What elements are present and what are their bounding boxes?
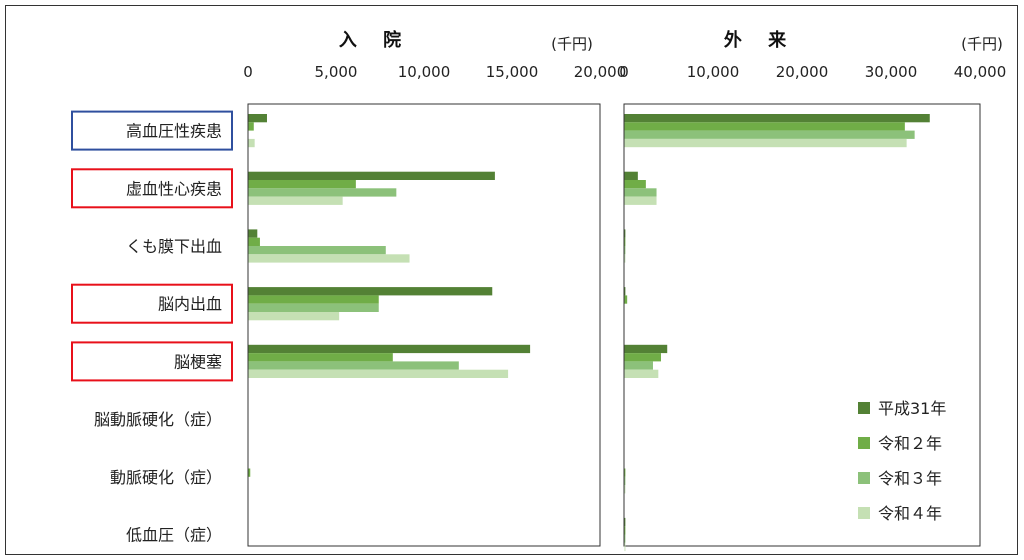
bar [624,476,626,486]
bar [248,246,386,255]
legend-label: 令和３年 [878,469,942,488]
plot-area [247,103,601,547]
x-tick-label: 30,000 [865,63,918,81]
x-tick-label: 20,000 [574,63,627,81]
bar [624,353,661,362]
bar [624,246,626,255]
x-tick-label: 10,000 [398,63,451,81]
bar [624,542,626,552]
bar [624,130,915,139]
bar [248,138,255,148]
bar [248,361,459,370]
bar [624,526,626,535]
bar [248,287,493,296]
legend-label: 令和４年 [878,504,942,523]
bar [624,138,907,148]
x-tick-label: 15,000 [486,63,539,81]
category-label: くも膜下出血 [126,237,222,256]
chart-title: 外 来 [724,29,796,51]
bar [624,517,626,527]
bar [248,229,258,238]
category-label: 脳梗塞 [174,352,222,371]
bar [624,344,668,354]
bar [624,196,657,205]
axis-unit-label: (千円) [551,35,593,53]
bar [248,295,379,304]
x-tick-label: 20,000 [776,63,829,81]
plot-area [623,103,981,547]
category-label: 脳内出血 [158,295,222,314]
category-highlight-box [71,168,233,209]
bar [624,295,628,304]
category-label: 動脈硬化（症） [110,468,222,487]
category-highlight-box [71,110,233,151]
legend-swatch [858,507,870,519]
bar [248,468,251,477]
bar [248,122,254,131]
bar [624,237,626,246]
category-highlight-box [71,341,233,382]
x-tick-label: 40,000 [954,63,1007,81]
bar [624,369,659,378]
bar [248,254,410,263]
bar [624,229,626,238]
bar [248,353,393,362]
bar [248,196,343,205]
legend-swatch [858,437,870,449]
bar [624,122,905,131]
bar [248,344,531,354]
x-tick-label: 5,000 [315,63,358,81]
legend-swatch [858,402,870,414]
axis-unit-label: (千円) [961,35,1003,53]
x-tick-label: 10,000 [687,63,740,81]
bar [624,254,626,263]
bar [624,468,626,477]
legend-label: 令和２年 [878,434,942,453]
bar [248,180,356,189]
bar [248,114,267,123]
figure-frame [5,5,1018,555]
bar [624,361,653,370]
bar [248,312,340,321]
bar [624,114,930,123]
bar [248,237,260,246]
bar [248,188,397,197]
bar [248,171,495,180]
category-label: 虚血性心疾患 [126,179,222,198]
bar [624,287,626,296]
category-label: 脳動脈硬化（症） [94,410,222,429]
bar [624,180,646,189]
category-label: 低血圧（症） [126,526,222,545]
legend-label: 平成31年 [878,399,946,418]
bar [248,369,509,378]
category-highlight-box [71,283,233,324]
bar [624,188,657,197]
bar [624,534,626,543]
legend-swatch [858,472,870,484]
chart-title: 入 院 [339,29,411,51]
category-label: 高血圧性疾患 [126,122,222,141]
x-tick-label: 0 [243,63,253,81]
bar [248,303,379,312]
bar [624,171,638,180]
bar [624,485,626,494]
x-tick-label: 0 [619,63,629,81]
